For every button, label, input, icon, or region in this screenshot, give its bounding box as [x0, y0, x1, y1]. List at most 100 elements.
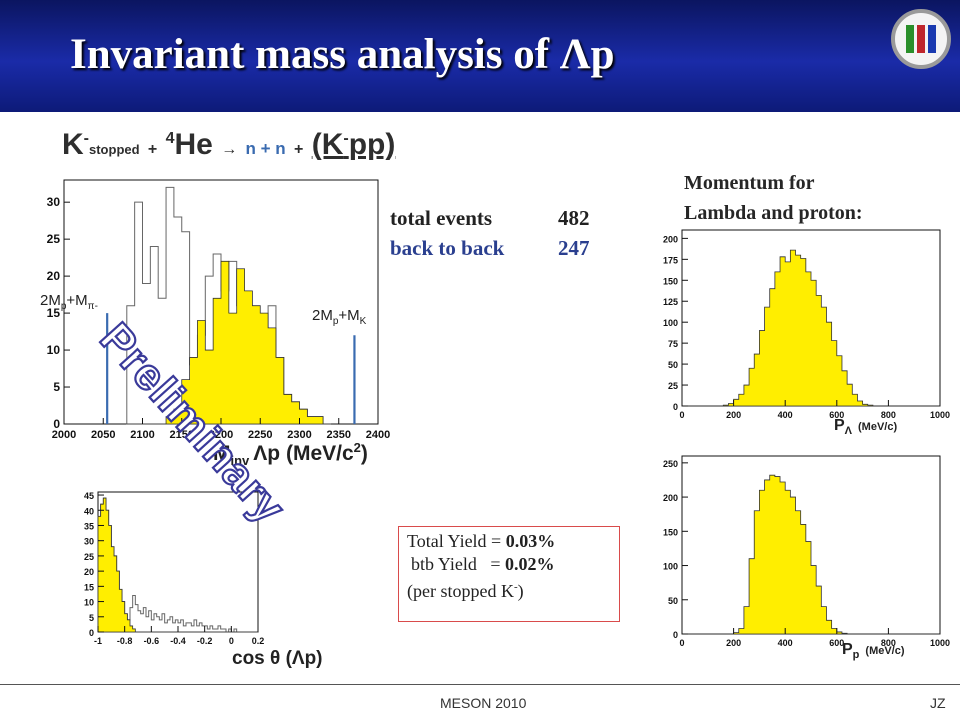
reaction-kpp: (K-pp)	[312, 128, 396, 161]
yield-per-row: (per stopped K-)	[407, 576, 619, 603]
reaction-formula: K-stopped + 4He → n + n + (K-pp)	[62, 128, 395, 162]
y-tick-label: 0	[673, 630, 678, 640]
histogram-bin	[260, 313, 268, 424]
yield-btb-row: btb Yield = 0.02%	[407, 553, 619, 576]
histogram-bin	[135, 605, 138, 632]
threshold-label: 2Mp+MK	[312, 307, 367, 327]
x-tick-label: 2250	[248, 429, 272, 441]
histogram-bin	[759, 490, 764, 634]
y-tick-label: 100	[663, 562, 678, 572]
histogram-bin	[315, 417, 323, 424]
y-tick-label: 50	[668, 360, 678, 370]
yield-box: Total Yield = 0.03% btb Yield = 0.02% (p…	[398, 526, 620, 622]
x-tick-label: 2200	[209, 429, 233, 441]
y-tick-label: 125	[663, 297, 678, 307]
histogram-bin	[213, 254, 221, 424]
y-tick-label: 0	[673, 402, 678, 412]
histogram-bin	[796, 511, 801, 634]
histogram-bin	[837, 356, 842, 406]
y-tick-label: 175	[663, 255, 678, 265]
plot-frame	[681, 455, 941, 635]
histogram-bin	[174, 217, 182, 424]
y-tick-label: 15	[47, 306, 61, 320]
histogram-bin	[197, 626, 200, 632]
histogram-bin	[775, 477, 780, 634]
event-row-total: total events 482	[390, 203, 590, 233]
x-tick-label: 2000	[52, 429, 76, 441]
histogram-bin	[796, 255, 801, 406]
reaction-arrow: →	[221, 141, 238, 158]
histogram-bin	[138, 611, 141, 632]
histogram-bin	[252, 335, 260, 424]
histogram-bin	[125, 614, 128, 632]
histogram-bin	[166, 187, 174, 424]
histogram-bin	[245, 291, 253, 424]
histogram-bin	[125, 614, 128, 632]
reaction-kpp-sup: -	[343, 130, 349, 147]
y-tick-label: 150	[663, 276, 678, 286]
threshold-label-part: π-	[88, 301, 98, 312]
histogram-bin	[103, 498, 106, 632]
histogram-bin	[847, 384, 852, 406]
histogram-bin	[186, 623, 189, 632]
histogram-bin	[739, 629, 744, 634]
reaction-nn: n + n	[245, 139, 286, 158]
x-tick-label: 2400	[366, 429, 390, 441]
histogram-bin	[213, 298, 221, 424]
yield-total-label: Total Yield =	[407, 531, 502, 551]
histogram-bin	[221, 261, 229, 424]
histogram-bin	[221, 291, 229, 424]
momentum-title: Momentum for Lambda and proton:	[684, 168, 863, 228]
x-axis-title-part: inv	[231, 453, 251, 468]
chart-invariant-mass: 0 5 10 15 20 25 30 2000 2050 2100 2150 2200 2250 2300…	[40, 179, 390, 468]
histogram-bin	[119, 589, 122, 632]
y-tick-label: 25	[84, 552, 94, 562]
histogram-bin	[133, 629, 136, 632]
histogram-bin	[260, 328, 268, 424]
yield-per-end: )	[517, 581, 524, 601]
histogram-bin	[223, 629, 226, 632]
histogram-bin	[122, 602, 125, 632]
x-axis-title-part: Λ	[845, 425, 853, 437]
histogram-bin	[785, 490, 790, 634]
histogram-bin	[183, 626, 186, 632]
x-tick-label: 2300	[287, 429, 311, 441]
histogram-bin	[754, 511, 759, 634]
histogram-bin	[801, 258, 806, 406]
x-axis-title-part: (MeV/c)	[858, 421, 897, 433]
x-axis-title-part: P	[842, 641, 853, 658]
histogram-bin	[175, 620, 178, 632]
histogram-bin	[98, 516, 101, 632]
threshold-label-part: p	[333, 316, 339, 327]
histogram-bin	[166, 417, 174, 424]
reaction-stopped: stopped	[89, 142, 140, 157]
x-axis-title-part: 2	[354, 440, 361, 455]
histogram-bin	[149, 611, 152, 632]
histogram-bin	[832, 341, 837, 406]
histogram-bin	[765, 307, 770, 406]
event-row-btb: back to back 247	[390, 233, 590, 263]
histogram-bin	[284, 394, 292, 424]
threshold-label-part: 2M	[312, 307, 333, 324]
histogram-bin	[167, 620, 170, 632]
event-value: 482	[558, 206, 590, 230]
histogram-series-0	[97, 497, 258, 633]
threshold-label-part: 2M	[40, 292, 61, 309]
threshold-label-part: +M	[338, 307, 359, 324]
y-tick-label: 200	[663, 234, 678, 244]
histogram-bin	[213, 629, 216, 632]
histogram-bin	[780, 257, 785, 406]
x-tick-label: -0.4	[170, 636, 186, 646]
y-tick-label: 200	[663, 493, 678, 503]
histogram-bin	[218, 626, 221, 632]
x-axis-title-part: Λp (MeV/c	[253, 442, 354, 465]
reaction-plus1: +	[147, 141, 158, 158]
x-axis-title-part: M	[213, 442, 231, 465]
x-axis-title-part: p	[853, 649, 860, 661]
histogram-bin	[174, 409, 182, 424]
histogram-bin	[103, 498, 106, 632]
x-tick-label: 2050	[91, 429, 115, 441]
histogram-bin	[785, 262, 790, 406]
histogram-bin	[162, 614, 165, 632]
x-tick-label: 0.2	[252, 636, 265, 646]
